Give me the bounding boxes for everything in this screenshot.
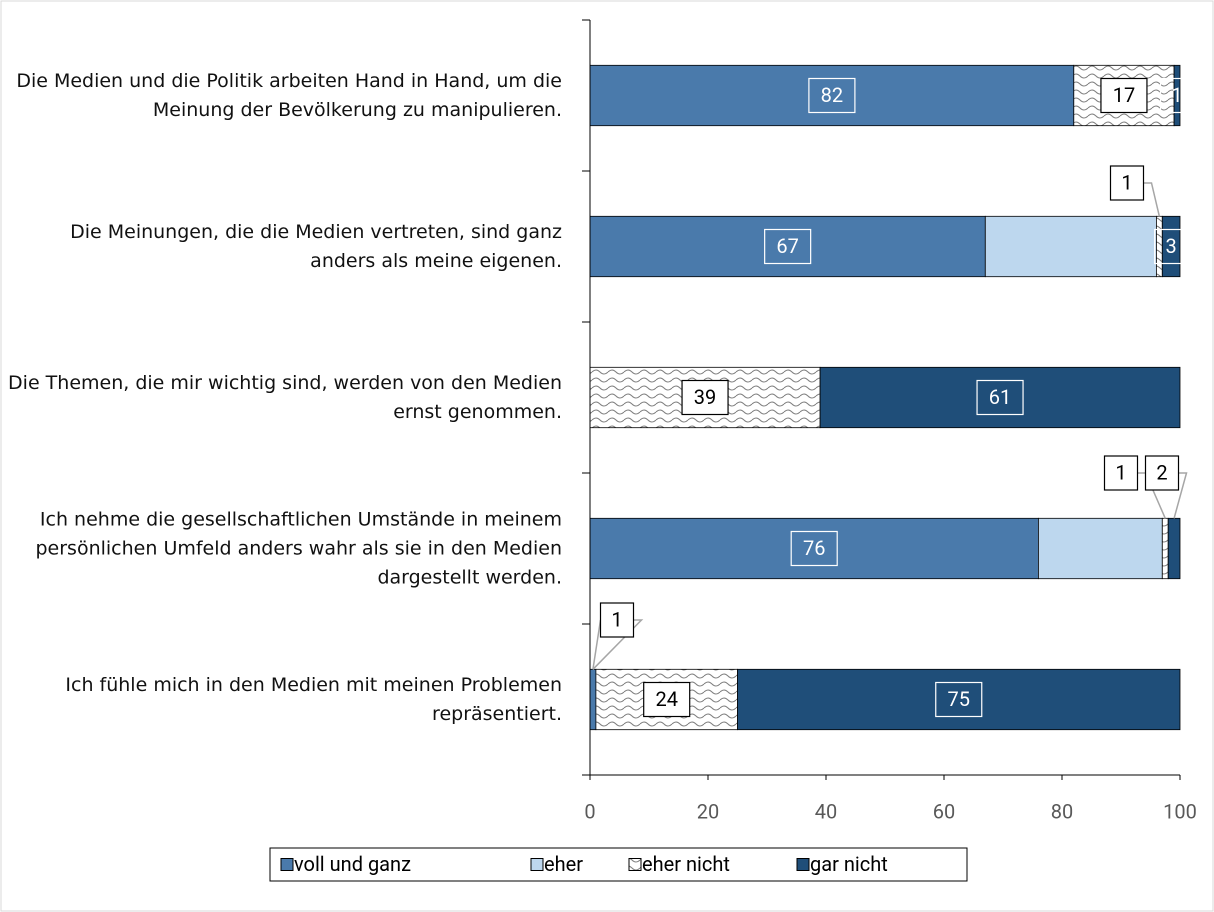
bar-segment [737, 668, 1181, 731]
legend-label: voll und ganz [294, 852, 411, 876]
data-label: 39 [694, 385, 716, 409]
bar-segment [1156, 215, 1163, 278]
x-tick-label: 40 [815, 799, 837, 823]
x-tick-label: 0 [584, 799, 595, 823]
data-label-box [643, 681, 691, 718]
data-label: 1 [1171, 83, 1182, 107]
bar-segment [1173, 64, 1181, 127]
data-label: 82 [821, 83, 843, 107]
legend-swatch [796, 858, 810, 871]
category-label: Die Medien und die Politik arbeiten Hand… [16, 69, 562, 121]
category-label: Die Meinungen, die die Medien vertreten,… [70, 220, 562, 272]
callout-line [592, 619, 602, 670]
data-label-box [1109, 165, 1145, 201]
category-label: Ich fühle mich in den Medien mit meinen … [65, 673, 562, 725]
data-label-box [1100, 77, 1148, 114]
callout-line [592, 619, 644, 670]
data-label: 1 [611, 607, 622, 631]
bar-segment [1161, 517, 1169, 580]
category-label: Die Themen, die mir wichtig sind, werden… [8, 371, 562, 423]
data-label: 24 [655, 687, 677, 711]
data-label: 67 [776, 234, 798, 258]
x-tick-label: 100 [1163, 799, 1197, 823]
legend-label: eher [544, 852, 583, 876]
bar-segment [984, 215, 1157, 278]
bar-segment [1038, 517, 1163, 580]
data-label-box [681, 379, 729, 416]
data-label: 61 [989, 385, 1011, 409]
callout-line [1143, 182, 1161, 217]
data-label-box [976, 379, 1024, 416]
data-label-box [808, 77, 856, 114]
data-label: 2 [1156, 460, 1167, 484]
data-label: 17 [1113, 83, 1135, 107]
data-label-box [790, 530, 838, 567]
bar-segment [1161, 215, 1181, 278]
data-label: 76 [803, 536, 825, 560]
legend-swatch [280, 858, 294, 871]
legend-label: eher nicht [642, 852, 730, 876]
data-label: 75 [948, 687, 970, 711]
data-label: 1 [1121, 170, 1132, 194]
data-label-box [1154, 228, 1189, 265]
x-tick-label: 80 [1051, 799, 1073, 823]
legend-swatch [628, 858, 642, 871]
bar-segment [819, 366, 1181, 429]
legend-box [269, 847, 968, 882]
bar-segment [589, 668, 597, 731]
data-label: 3 [1166, 234, 1177, 258]
x-tick-label: 20 [697, 799, 719, 823]
data-label-box [599, 602, 635, 638]
category-label: Ich nehme die gesellschaftlichen Umständ… [35, 508, 563, 588]
bar-segment [589, 517, 1039, 580]
x-tick-label: 60 [933, 799, 955, 823]
bar-segment [589, 64, 1075, 127]
data-label-box [764, 228, 812, 265]
data-label-box [1144, 455, 1180, 491]
bar-segment [1167, 517, 1181, 580]
data-label-box [1103, 455, 1139, 491]
callout-line [1173, 472, 1188, 519]
data-label-box [1159, 77, 1195, 114]
bar-segment [589, 215, 986, 278]
legend-swatch [530, 858, 544, 871]
legend-label: gar nicht [810, 852, 888, 876]
data-label-box [935, 681, 983, 718]
data-label: 1 [1115, 460, 1126, 484]
